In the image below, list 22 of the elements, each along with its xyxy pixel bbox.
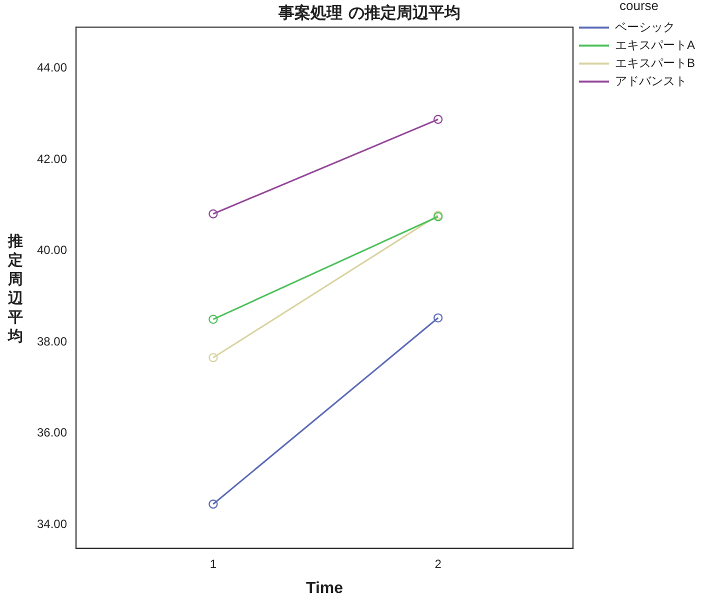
point [208,209,218,218]
legend-label: ベーシック [614,20,675,34]
x-axis-title: Time [306,580,344,597]
chart-title: 事案処理 の推定周辺平均 [278,2,460,22]
legend-title: course [619,0,659,14]
y-tick-label: 40.00 [37,243,68,258]
point [433,313,443,323]
y-tick-label: 34.00 [37,516,68,531]
y-axis-title: 推定周辺平均 [8,232,24,346]
point [433,114,443,124]
x-tick-label: 2 [434,556,442,571]
legend-label: エキスパートB [614,56,696,70]
point [208,314,218,324]
legend-label: アドバンスト [614,74,687,88]
y-tick-label: 42.00 [37,152,68,166]
point [208,500,218,509]
y-tick-label: 38.00 [37,334,68,348]
y-tick-label: 44.00 [37,60,68,75]
legend-label: エキスパートA [614,38,696,52]
x-tick-label: 1 [210,556,217,571]
y-tick-label: 36.00 [37,426,68,440]
point [208,353,218,362]
